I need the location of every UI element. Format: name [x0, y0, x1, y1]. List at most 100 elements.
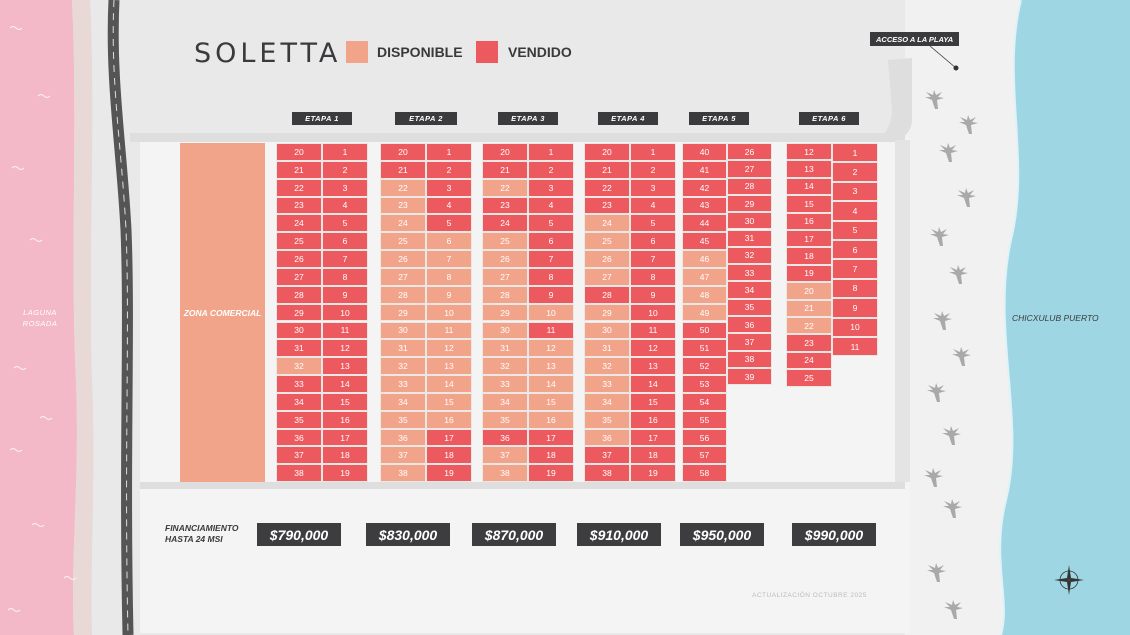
lot-etapa1-16[interactable]: 16	[322, 410, 368, 429]
lot-etapa4-6[interactable]: 6	[630, 232, 676, 251]
lot-etapa2-28[interactable]: 28	[380, 285, 426, 304]
lot-etapa2-16[interactable]: 16	[426, 410, 472, 429]
lot-etapa6-23[interactable]: 23	[786, 334, 832, 352]
lot-etapa5-52[interactable]: 52	[682, 357, 727, 376]
lot-etapa1-35[interactable]: 35	[276, 410, 322, 429]
lot-etapa3-10[interactable]: 10	[528, 303, 574, 322]
lot-etapa4-5[interactable]: 5	[630, 214, 676, 233]
lot-etapa4-15[interactable]: 15	[630, 392, 676, 411]
lot-etapa2-25[interactable]: 25	[380, 232, 426, 251]
lot-etapa5-53[interactable]: 53	[682, 375, 727, 393]
lot-etapa2-22[interactable]: 22	[380, 178, 426, 197]
lot-etapa6-22[interactable]: 22	[786, 317, 832, 335]
lot-etapa3-17[interactable]: 17	[528, 428, 574, 447]
lot-etapa1-19[interactable]: 19	[322, 464, 368, 483]
lot-etapa4-25[interactable]: 25	[584, 232, 630, 251]
lot-etapa4-18[interactable]: 18	[630, 446, 676, 465]
lot-etapa4-20[interactable]: 20	[584, 143, 630, 161]
lot-etapa5-56[interactable]: 56	[682, 428, 727, 447]
lot-etapa1-38[interactable]: 38	[276, 464, 322, 483]
lot-etapa1-6[interactable]: 6	[322, 232, 368, 251]
lot-etapa2-19[interactable]: 19	[426, 464, 472, 483]
lot-etapa3-12[interactable]: 12	[528, 339, 574, 358]
lot-etapa4-1[interactable]: 1	[630, 143, 676, 161]
lot-etapa3-3[interactable]: 3	[528, 178, 574, 197]
lot-etapa6-24[interactable]: 24	[786, 351, 832, 370]
lot-etapa2-27[interactable]: 27	[380, 267, 426, 286]
lot-etapa4-29[interactable]: 29	[584, 303, 630, 322]
lot-etapa6-18[interactable]: 18	[786, 247, 832, 265]
lot-etapa1-2[interactable]: 2	[322, 160, 368, 179]
lot-etapa6-12[interactable]: 12	[786, 143, 832, 161]
lot-etapa4-3[interactable]: 3	[630, 178, 676, 197]
lot-etapa2-21[interactable]: 21	[380, 160, 426, 179]
lot-etapa3-2[interactable]: 2	[528, 160, 574, 179]
lot-etapa6-19[interactable]: 19	[786, 264, 832, 283]
lot-etapa5-32[interactable]: 32	[727, 246, 772, 265]
lot-etapa2-18[interactable]: 18	[426, 446, 472, 465]
lot-etapa3-27[interactable]: 27	[482, 267, 528, 286]
lot-etapa5-44[interactable]: 44	[682, 214, 727, 233]
lot-etapa2-33[interactable]: 33	[380, 375, 426, 393]
lot-etapa4-38[interactable]: 38	[584, 464, 630, 483]
lot-etapa4-26[interactable]: 26	[584, 250, 630, 268]
lot-etapa4-14[interactable]: 14	[630, 375, 676, 393]
lot-etapa6-3[interactable]: 3	[832, 181, 878, 202]
lot-etapa6-15[interactable]: 15	[786, 195, 832, 213]
lot-etapa2-10[interactable]: 10	[426, 303, 472, 322]
lot-etapa3-29[interactable]: 29	[482, 303, 528, 322]
lot-etapa2-7[interactable]: 7	[426, 250, 472, 268]
lot-etapa2-26[interactable]: 26	[380, 250, 426, 268]
lot-etapa4-10[interactable]: 10	[630, 303, 676, 322]
lot-etapa5-50[interactable]: 50	[682, 321, 727, 340]
lot-etapa4-7[interactable]: 7	[630, 250, 676, 268]
lot-etapa1-7[interactable]: 7	[322, 250, 368, 268]
lot-etapa3-24[interactable]: 24	[482, 214, 528, 233]
lot-etapa5-30[interactable]: 30	[727, 212, 772, 230]
lot-etapa1-18[interactable]: 18	[322, 446, 368, 465]
lot-etapa3-19[interactable]: 19	[528, 464, 574, 483]
lot-etapa2-29[interactable]: 29	[380, 303, 426, 322]
lot-etapa4-12[interactable]: 12	[630, 339, 676, 358]
lot-etapa2-11[interactable]: 11	[426, 321, 472, 340]
lot-etapa3-1[interactable]: 1	[528, 143, 574, 161]
lot-etapa6-17[interactable]: 17	[786, 230, 832, 248]
lot-etapa4-13[interactable]: 13	[630, 357, 676, 376]
lot-etapa2-37[interactable]: 37	[380, 446, 426, 465]
lot-etapa1-11[interactable]: 11	[322, 321, 368, 340]
lot-etapa6-21[interactable]: 21	[786, 299, 832, 317]
lot-etapa5-41[interactable]: 41	[682, 160, 727, 179]
lot-etapa2-8[interactable]: 8	[426, 267, 472, 286]
lot-etapa3-28[interactable]: 28	[482, 285, 528, 304]
lot-etapa2-17[interactable]: 17	[426, 428, 472, 447]
lot-etapa2-20[interactable]: 20	[380, 143, 426, 161]
lot-etapa3-16[interactable]: 16	[528, 410, 574, 429]
lot-etapa1-9[interactable]: 9	[322, 285, 368, 304]
lot-etapa2-30[interactable]: 30	[380, 321, 426, 340]
lot-etapa1-34[interactable]: 34	[276, 392, 322, 411]
lot-etapa6-2[interactable]: 2	[832, 162, 878, 182]
lot-etapa2-31[interactable]: 31	[380, 339, 426, 358]
lot-etapa4-24[interactable]: 24	[584, 214, 630, 233]
lot-etapa6-20[interactable]: 20	[786, 282, 832, 300]
lot-etapa6-25[interactable]: 25	[786, 369, 832, 387]
lot-etapa4-11[interactable]: 11	[630, 321, 676, 340]
lot-etapa2-9[interactable]: 9	[426, 285, 472, 304]
lot-etapa6-4[interactable]: 4	[832, 201, 878, 221]
lot-etapa5-26[interactable]: 26	[727, 143, 772, 161]
lot-etapa3-37[interactable]: 37	[482, 446, 528, 465]
lot-etapa5-43[interactable]: 43	[682, 196, 727, 215]
lot-etapa5-58[interactable]: 58	[682, 464, 727, 483]
lot-etapa4-19[interactable]: 19	[630, 464, 676, 483]
lot-etapa2-38[interactable]: 38	[380, 464, 426, 483]
lot-etapa3-8[interactable]: 8	[528, 267, 574, 286]
lot-etapa3-22[interactable]: 22	[482, 178, 528, 197]
lot-etapa6-11[interactable]: 11	[832, 337, 878, 357]
lot-etapa3-9[interactable]: 9	[528, 285, 574, 304]
lot-etapa1-13[interactable]: 13	[322, 357, 368, 376]
lot-etapa5-35[interactable]: 35	[727, 298, 772, 316]
lot-etapa4-8[interactable]: 8	[630, 267, 676, 286]
lot-etapa3-18[interactable]: 18	[528, 446, 574, 465]
lot-etapa2-13[interactable]: 13	[426, 357, 472, 376]
lot-etapa6-9[interactable]: 9	[832, 298, 878, 318]
